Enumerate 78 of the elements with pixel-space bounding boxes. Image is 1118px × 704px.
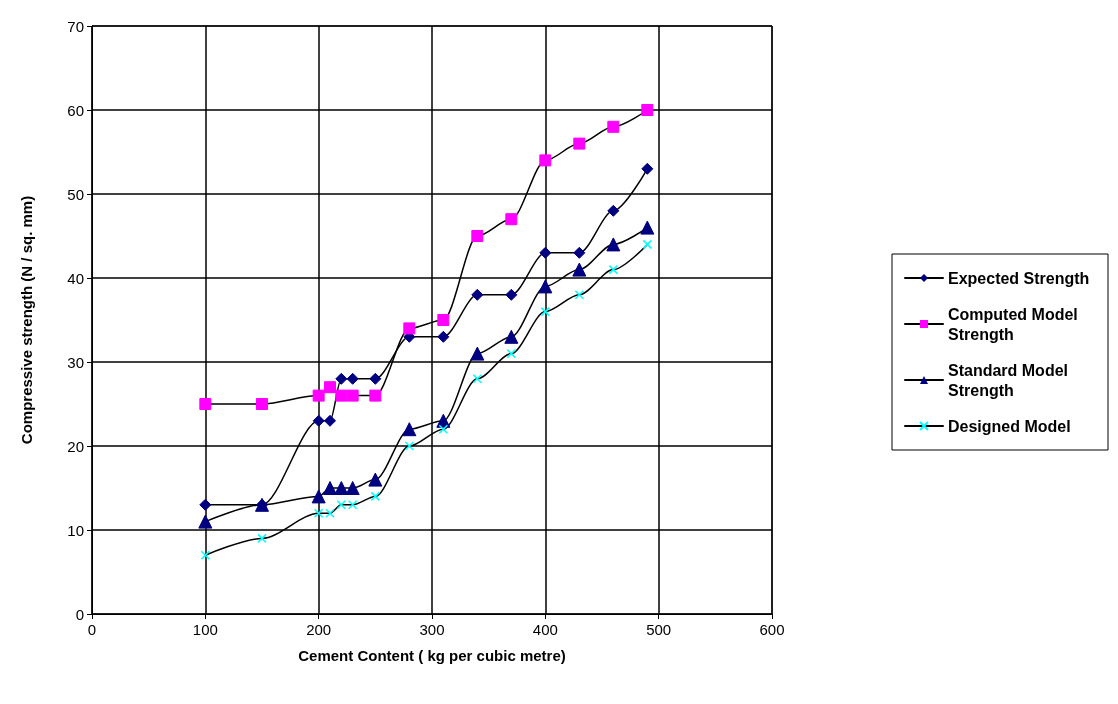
point bbox=[538, 279, 553, 294]
point bbox=[334, 481, 349, 495]
point bbox=[436, 413, 451, 428]
x-tick-label: 300 bbox=[419, 621, 445, 638]
legend-label: Expected Strength bbox=[948, 269, 1090, 287]
legend-label: Standard Model Strength bbox=[948, 361, 1073, 399]
point bbox=[607, 204, 620, 217]
point bbox=[574, 290, 585, 300]
y-tick-label: 10 bbox=[67, 521, 84, 539]
point bbox=[199, 398, 212, 410]
point bbox=[573, 137, 586, 150]
y-tick-label: 20 bbox=[67, 437, 84, 455]
point bbox=[369, 372, 382, 385]
point bbox=[312, 414, 325, 427]
point bbox=[324, 381, 336, 394]
point bbox=[370, 491, 381, 502]
y-tick-label: 0 bbox=[75, 605, 84, 623]
y-tick-label: 70 bbox=[67, 17, 84, 35]
point bbox=[336, 500, 347, 510]
x-tick-label: 400 bbox=[532, 621, 558, 638]
point bbox=[539, 246, 552, 259]
point bbox=[504, 329, 519, 344]
point bbox=[471, 230, 484, 242]
legend-label: Computed Model Strength bbox=[948, 305, 1083, 343]
point bbox=[437, 330, 450, 343]
point bbox=[323, 481, 337, 495]
point bbox=[472, 374, 483, 384]
point bbox=[335, 389, 348, 402]
point bbox=[313, 508, 324, 518]
point bbox=[404, 441, 415, 451]
legend-label: Designed Model bbox=[948, 417, 1071, 435]
x-tick-label: 500 bbox=[646, 621, 672, 638]
point bbox=[257, 533, 267, 544]
point bbox=[347, 500, 358, 510]
point bbox=[642, 239, 653, 250]
point bbox=[505, 288, 518, 301]
y-tick-label: 30 bbox=[67, 353, 84, 371]
point bbox=[641, 104, 654, 116]
point bbox=[572, 262, 587, 277]
point bbox=[345, 481, 360, 495]
y-tick-label: 40 bbox=[67, 269, 84, 287]
point bbox=[608, 264, 619, 275]
point bbox=[402, 422, 417, 437]
x-axis-title: Cement Content ( kg per cubic metre) bbox=[298, 647, 566, 664]
y-axis-title: Compressive strength (N / sq. mm) bbox=[18, 195, 35, 445]
point bbox=[471, 288, 484, 301]
x-tick-label: 100 bbox=[192, 621, 218, 638]
point bbox=[325, 508, 335, 518]
point bbox=[369, 389, 382, 402]
point bbox=[640, 220, 655, 235]
point bbox=[573, 246, 586, 259]
point bbox=[311, 489, 326, 504]
x-tick-label: 600 bbox=[759, 621, 785, 638]
y-tick-label: 60 bbox=[67, 101, 84, 119]
y-tick-label: 50 bbox=[67, 185, 84, 203]
point bbox=[539, 154, 552, 167]
point bbox=[312, 389, 325, 402]
point bbox=[346, 389, 359, 402]
point bbox=[437, 314, 450, 326]
point bbox=[200, 550, 211, 560]
point bbox=[505, 213, 518, 226]
point bbox=[346, 372, 359, 385]
point bbox=[641, 162, 654, 175]
point bbox=[324, 414, 336, 427]
point bbox=[506, 348, 517, 359]
point bbox=[335, 372, 348, 385]
x-tick-label: 200 bbox=[306, 621, 332, 638]
point bbox=[438, 424, 449, 434]
point bbox=[470, 346, 485, 361]
x-tick-label: 0 bbox=[87, 621, 97, 638]
point bbox=[199, 498, 212, 511]
point bbox=[606, 237, 621, 252]
point bbox=[403, 322, 416, 335]
point bbox=[198, 514, 213, 529]
point bbox=[540, 306, 551, 317]
point bbox=[256, 398, 268, 410]
point bbox=[368, 472, 383, 487]
point bbox=[607, 120, 620, 133]
